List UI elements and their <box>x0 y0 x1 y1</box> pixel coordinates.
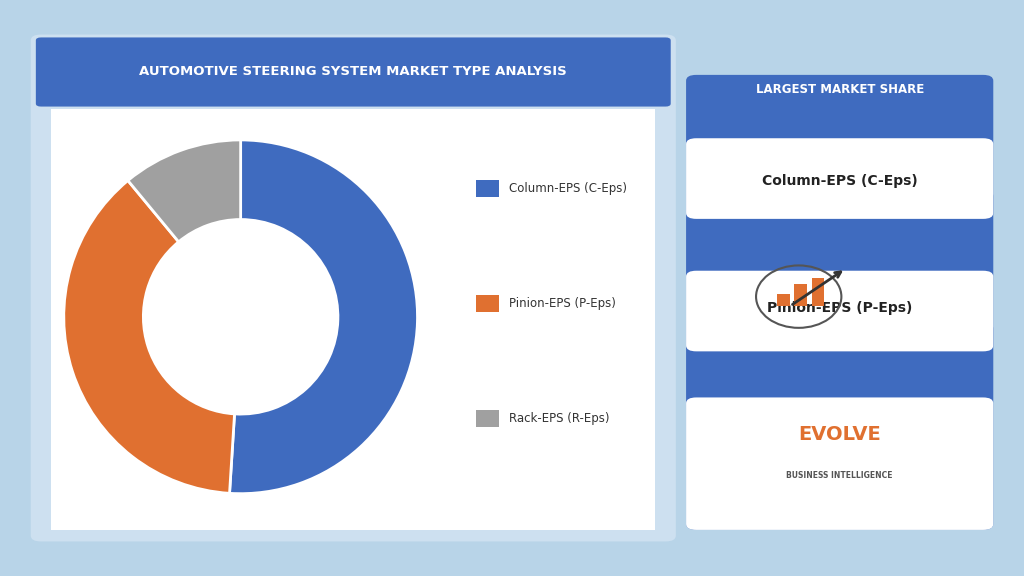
Wedge shape <box>128 140 241 242</box>
Bar <box>777 294 791 306</box>
Text: Column-EPS (C-Eps): Column-EPS (C-Eps) <box>509 182 627 195</box>
Text: LARGEST MARKET SHARE: LARGEST MARKET SHARE <box>756 83 924 96</box>
FancyBboxPatch shape <box>0 12 1024 564</box>
FancyBboxPatch shape <box>476 295 499 312</box>
Text: 51%: 51% <box>214 307 267 327</box>
Text: Column-EPS (C-Eps): Column-EPS (C-Eps) <box>762 175 918 188</box>
FancyBboxPatch shape <box>686 190 993 351</box>
Text: ANALYSIS BY: ANALYSIS BY <box>798 339 882 352</box>
FancyBboxPatch shape <box>31 35 676 541</box>
Text: EVOLVE: EVOLVE <box>799 426 881 444</box>
Text: BUSINESS INTELLIGENCE: BUSINESS INTELLIGENCE <box>786 471 893 480</box>
Bar <box>811 278 824 306</box>
FancyBboxPatch shape <box>686 75 993 219</box>
FancyBboxPatch shape <box>36 37 671 107</box>
Wedge shape <box>229 140 418 494</box>
Text: FASTEST GROWTH: FASTEST GROWTH <box>779 207 900 219</box>
FancyBboxPatch shape <box>51 109 655 530</box>
Text: Pinion-EPS (P-Eps): Pinion-EPS (P-Eps) <box>767 301 912 315</box>
Text: Rack-EPS (R-Eps): Rack-EPS (R-Eps) <box>509 412 609 425</box>
FancyBboxPatch shape <box>476 410 499 427</box>
Wedge shape <box>63 180 234 493</box>
FancyBboxPatch shape <box>686 138 993 219</box>
FancyBboxPatch shape <box>686 323 993 530</box>
FancyBboxPatch shape <box>476 180 499 197</box>
Text: Pinion-EPS (P-Eps): Pinion-EPS (P-Eps) <box>509 297 615 310</box>
Text: AUTOMOTIVE STEERING SYSTEM MARKET TYPE ANALYSIS: AUTOMOTIVE STEERING SYSTEM MARKET TYPE A… <box>139 65 567 78</box>
FancyBboxPatch shape <box>686 397 993 530</box>
Bar <box>795 284 807 306</box>
FancyBboxPatch shape <box>686 271 993 351</box>
